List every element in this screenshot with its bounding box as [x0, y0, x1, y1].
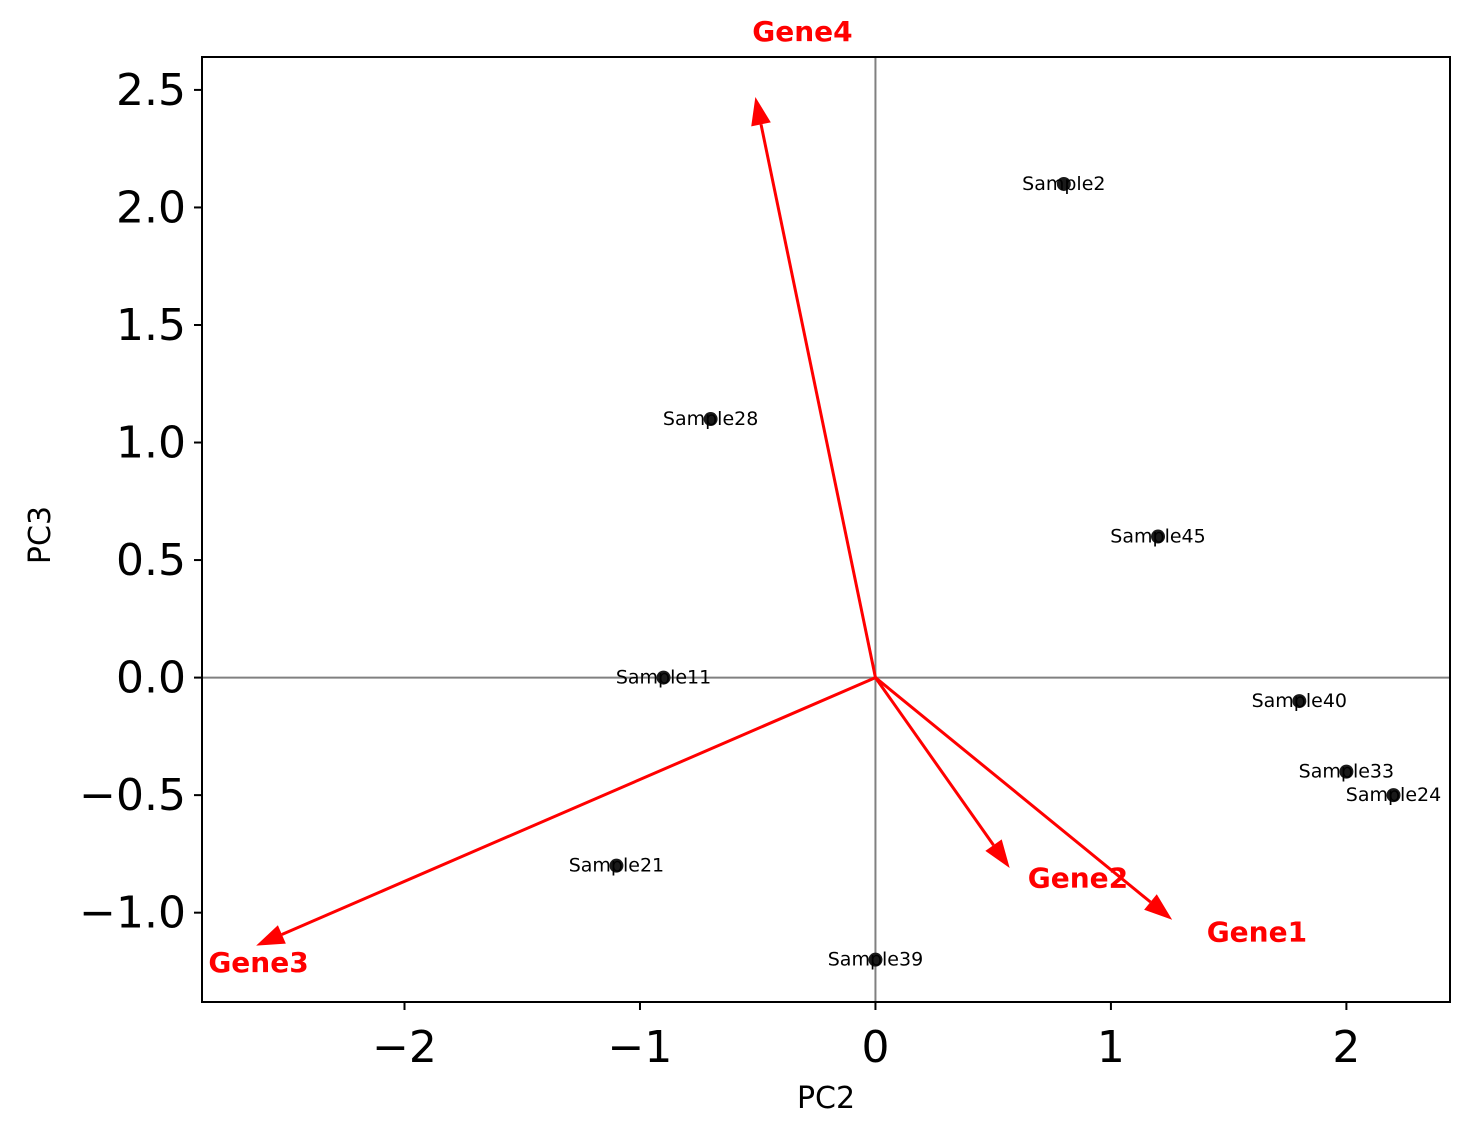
x-tick-label: 2 — [1332, 1022, 1360, 1073]
sample-point — [1151, 529, 1166, 544]
x-tick-label: −1 — [608, 1022, 673, 1073]
x-axis-label: PC2 — [797, 1081, 855, 1116]
x-tick-label: 1 — [1097, 1022, 1125, 1073]
sample-point — [1386, 788, 1401, 803]
loading-arrow — [751, 96, 877, 678]
plot-frame — [201, 56, 1451, 1003]
sample-point — [868, 952, 883, 967]
loading-arrow-shaft — [281, 676, 877, 936]
sample-label: Sample2 — [1022, 173, 1105, 195]
y-tick-label: −0.5 — [79, 770, 186, 821]
sample-point — [656, 670, 671, 685]
loading-arrow-shaft — [759, 124, 877, 678]
loading-arrow-shaft — [874, 676, 995, 846]
y-tick-label: 0.5 — [116, 535, 186, 586]
loading-label: Gene4 — [752, 15, 852, 48]
loading-arrow-head — [256, 925, 286, 946]
sample-point — [1292, 694, 1307, 709]
sample-point — [1339, 764, 1354, 779]
sample-label: Sample11 — [616, 667, 711, 689]
y-axis-label: PC3 — [23, 506, 58, 564]
loading-arrow-head — [751, 96, 771, 127]
loading-arrow — [256, 676, 877, 946]
loading-label: Gene2 — [1028, 861, 1128, 894]
loading-label: Gene3 — [208, 946, 308, 979]
sample-label: Sample40 — [1252, 690, 1347, 712]
x-tick-label: −2 — [372, 1022, 437, 1073]
y-tick-label: 2.0 — [116, 182, 186, 233]
sample-label: Sample33 — [1299, 761, 1394, 783]
y-tick-label: 1.5 — [116, 300, 186, 351]
y-tick-label: −1.0 — [79, 888, 186, 939]
loading-arrow-shaft — [874, 676, 1152, 904]
sample-label: Sample21 — [569, 855, 664, 877]
sample-label: Sample45 — [1110, 526, 1205, 548]
loading-label: Gene1 — [1207, 915, 1307, 948]
loading-arrow — [874, 676, 1010, 869]
sample-point — [1056, 176, 1071, 191]
sample-label: Sample28 — [663, 408, 758, 430]
y-tick-label: 0.0 — [116, 653, 186, 704]
loading-arrow-head — [1144, 894, 1173, 920]
sample-point — [609, 858, 624, 873]
y-tick-label: 2.5 — [116, 65, 186, 116]
loading-arrow-head — [985, 839, 1010, 869]
sample-point — [703, 412, 718, 427]
loading-arrow — [874, 676, 1173, 920]
sample-label: Sample39 — [828, 949, 923, 971]
x-tick-label: 0 — [861, 1022, 889, 1073]
y-tick-label: 1.0 — [116, 418, 186, 469]
sample-label: Sample24 — [1346, 784, 1441, 806]
